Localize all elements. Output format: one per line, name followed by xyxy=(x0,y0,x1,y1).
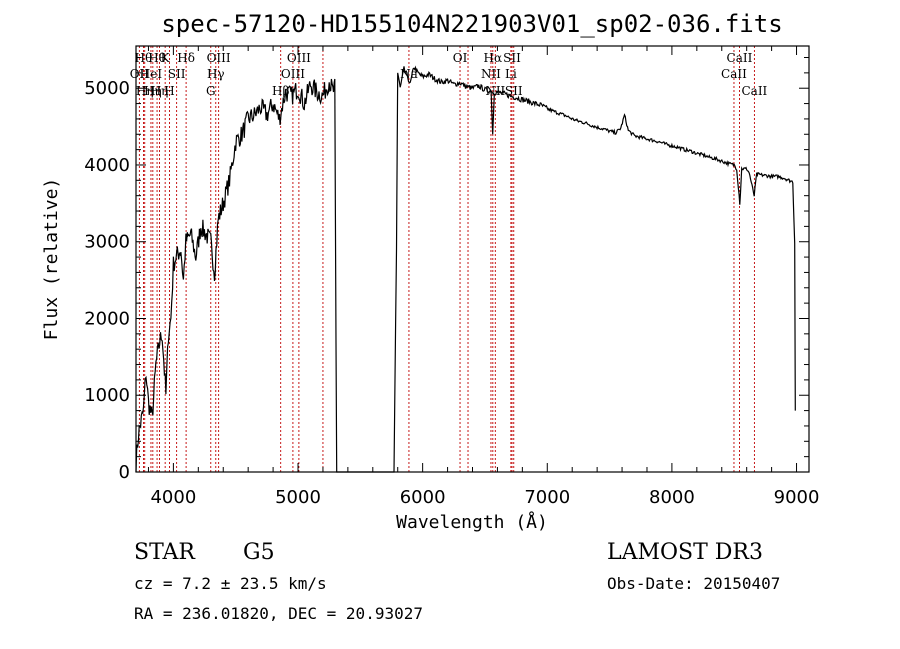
survey-name: LAMOST DR3 xyxy=(607,540,763,565)
y-tick-label: 4000 xyxy=(84,155,130,176)
spectral-line-labels: OIIHθHηHeIHηHθHηKHSIIHδGHγOIIIHβOIIIOIII… xyxy=(130,51,768,98)
spectral-line-label: OII xyxy=(130,67,150,81)
x-axis-ticks: 4000 5000 6000 7000 8000 9000 xyxy=(147,46,820,508)
spectral-line-label: Li xyxy=(505,67,517,81)
spectral-line-label: Hγ xyxy=(207,67,225,81)
spectral-line-label: Hη xyxy=(136,84,154,98)
spectral-line-label: CaII xyxy=(721,67,747,81)
plot-frame xyxy=(135,45,810,473)
spectral-line-label: H xyxy=(164,84,174,98)
spectral-line-markers xyxy=(138,46,755,472)
spectral-line-label: OIII xyxy=(281,67,305,81)
spectral-line-label: HeI xyxy=(140,67,163,81)
y-tick-label: 5000 xyxy=(84,78,130,99)
spectral-line-label: CaII xyxy=(727,51,753,65)
x-axis-label: Wavelength (Å) xyxy=(396,511,548,533)
spectral-line-label: Hη xyxy=(144,84,162,98)
x-tick-label: 8000 xyxy=(649,487,695,508)
spectral-line-label: OIII xyxy=(207,51,231,65)
x-tick-label: 5000 xyxy=(275,487,321,508)
spectral-line-label: Hθ xyxy=(148,51,166,65)
object-subclass: G5 xyxy=(243,540,275,565)
x-tick-label: 7000 xyxy=(524,487,570,508)
spectral-line-label: Hθ xyxy=(135,51,153,65)
spectral-line-label: Hδ xyxy=(177,51,195,65)
chart-title: spec-57120-HD155104N221903V01_sp02-036.f… xyxy=(161,10,782,38)
spectral-line-label: OI xyxy=(453,51,468,65)
y-tick-label: 0 xyxy=(119,462,130,483)
spectral-line-label: SII xyxy=(168,67,186,81)
y-axis-label: Flux (relative) xyxy=(41,178,62,341)
y-tick-label: 1000 xyxy=(84,385,130,406)
object-class: STAR xyxy=(134,540,196,565)
spectrum-trace xyxy=(135,65,796,473)
spectral-line-label: OIII xyxy=(287,51,311,65)
spectral-line-label: Hη xyxy=(151,84,169,98)
x-tick-label: 4000 xyxy=(150,487,196,508)
redshift-velocity: cz = 7.2 ± 23.5 km/s xyxy=(134,574,327,593)
y-tick-label: 2000 xyxy=(84,308,130,329)
spectral-line-label: NII xyxy=(485,84,505,98)
observation-date: Obs-Date: 20150407 xyxy=(607,574,780,593)
spectral-line-label: NII xyxy=(481,67,501,81)
spectral-line-label: K xyxy=(161,51,171,65)
sky-coordinates: RA = 236.01820, DEC = 20.93027 xyxy=(134,604,423,623)
spectral-line-label: SII xyxy=(503,51,521,65)
x-tick-label: 9000 xyxy=(774,487,820,508)
y-tick-label: 3000 xyxy=(84,232,130,253)
spectral-line-label: Hα xyxy=(484,51,503,65)
y-axis-ticks: 0 1000 2000 3000 4000 5000 xyxy=(84,57,809,483)
x-tick-label: 6000 xyxy=(400,487,446,508)
spectral-line-label: CaII xyxy=(741,84,767,98)
spectral-line-label: G xyxy=(206,84,216,98)
